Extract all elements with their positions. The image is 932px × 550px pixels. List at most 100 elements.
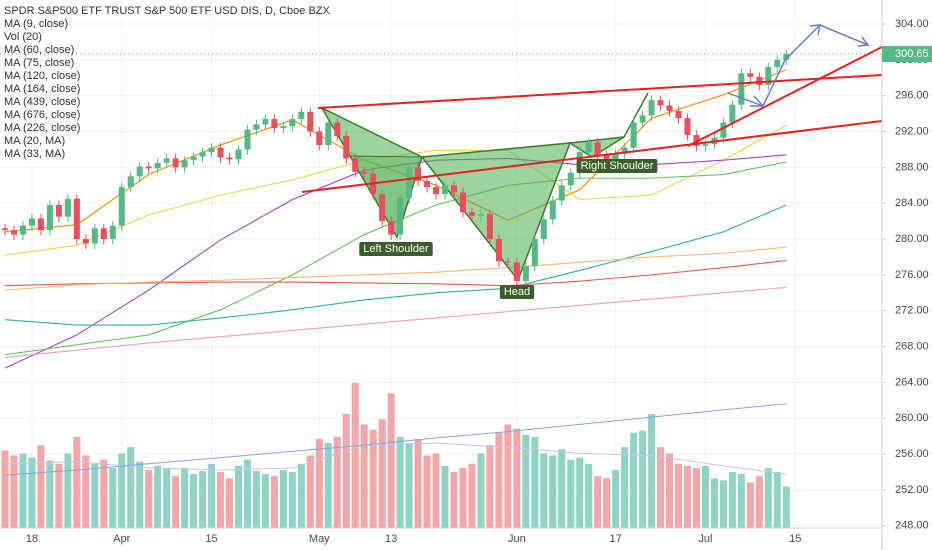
last-price-label: 300.65 [895, 48, 929, 60]
volume-bar [351, 383, 359, 528]
candle-body [316, 131, 323, 145]
pattern-label-box [359, 242, 433, 256]
candle-body [558, 185, 565, 201]
volume-bar [540, 453, 548, 528]
volume-bar [333, 436, 341, 528]
pattern-leg [623, 92, 649, 138]
y-tick-label: 292.00 [895, 125, 929, 137]
ma-line [4, 286, 787, 358]
candle-body [585, 142, 592, 153]
candle-body [253, 124, 260, 130]
arrow-head [809, 24, 821, 36]
y-tick-label: 296.00 [895, 90, 929, 102]
y-tick-label: 284.00 [895, 197, 929, 209]
volume-bar [764, 467, 772, 528]
volume-bar [423, 455, 431, 528]
candle-body [513, 262, 520, 282]
candle-body [594, 142, 601, 155]
candle-body [567, 172, 574, 186]
candle-body [630, 122, 637, 148]
candle-body [361, 171, 368, 174]
volume-bar [701, 465, 709, 528]
x-tick-label: 15 [789, 533, 801, 545]
legend-entry: Vol (20) [4, 31, 42, 43]
candle-body [37, 218, 44, 231]
legend-entry: MA (20, MA) [4, 135, 65, 147]
candle-body [73, 198, 80, 240]
y-tick-label: 272.00 [895, 305, 929, 317]
volume-bar [612, 470, 620, 528]
volume-bar [648, 414, 656, 528]
pattern-label: Left Shoulder [363, 243, 429, 255]
pattern-labels: Left Shoulder Head Right Shoulder [359, 159, 658, 299]
candle-body [477, 213, 484, 216]
volume-bar [522, 434, 530, 528]
legend-entry: MA (9, close) [4, 18, 68, 30]
candle-body [46, 204, 53, 231]
volume-bar [657, 447, 665, 528]
volume-bar [288, 472, 296, 528]
volume-bar [181, 467, 189, 528]
volume-bar [369, 429, 377, 528]
legend-entry: MA (226, close) [4, 122, 80, 134]
candle-body [226, 157, 233, 160]
candle-body [531, 239, 538, 266]
volume-bar [297, 463, 305, 528]
ma-line [4, 246, 787, 291]
volume-bar [1, 450, 9, 528]
candle-body [100, 228, 107, 240]
volume-bar [127, 447, 135, 528]
candle-body [244, 129, 251, 150]
volume-bar [459, 467, 467, 528]
ma-line [4, 260, 787, 287]
candle-body [397, 197, 404, 235]
legend: SPDR S&P500 ETF TRUST S&P 500 ETF USD DI… [4, 5, 330, 160]
volume-bar [495, 432, 503, 528]
candle-body [64, 198, 71, 217]
candle-body [10, 230, 17, 235]
volume-bar [109, 467, 117, 528]
volume-bar [782, 486, 790, 528]
volume-bar [396, 436, 404, 528]
candle-body [702, 144, 709, 146]
volume-bar [136, 461, 144, 528]
candle-body [388, 221, 395, 235]
volume-bar [737, 474, 745, 528]
volume-bar [342, 414, 350, 528]
candle-body [172, 158, 179, 168]
candle-body [621, 147, 628, 154]
volume-bar [692, 467, 700, 528]
volume-bar [91, 463, 99, 528]
volume-bar [28, 457, 36, 528]
candle-body [262, 118, 269, 125]
volume-bar [324, 443, 332, 528]
y-tick-label: 256.00 [895, 448, 929, 460]
volume-bar [432, 453, 440, 528]
candle-body [415, 167, 422, 181]
x-tick-label: Jul [698, 533, 712, 545]
volume-bar [675, 463, 682, 528]
volume-bar [306, 455, 314, 528]
volume-bar [279, 470, 287, 528]
volume-bar [46, 460, 54, 528]
candle-body [774, 59, 781, 68]
trendline [687, 46, 883, 147]
volume-bar [531, 436, 539, 528]
volume-layer [1, 383, 790, 528]
candle-body [765, 67, 772, 85]
candle-body [280, 126, 287, 128]
trendline [317, 74, 883, 109]
volume-bar [773, 472, 781, 528]
candle-body [208, 147, 215, 153]
y-tick-label: 276.00 [895, 269, 929, 281]
candle-body [307, 111, 314, 132]
volume-bar [746, 482, 754, 528]
y-tick-label: 304.00 [895, 18, 929, 30]
volume-bar [585, 463, 593, 528]
candle-body [639, 115, 646, 123]
volume-bar [73, 436, 81, 528]
volume-bar [199, 471, 207, 528]
volume-bar [414, 438, 422, 528]
trendline [301, 120, 883, 193]
volume-bar [118, 453, 126, 528]
